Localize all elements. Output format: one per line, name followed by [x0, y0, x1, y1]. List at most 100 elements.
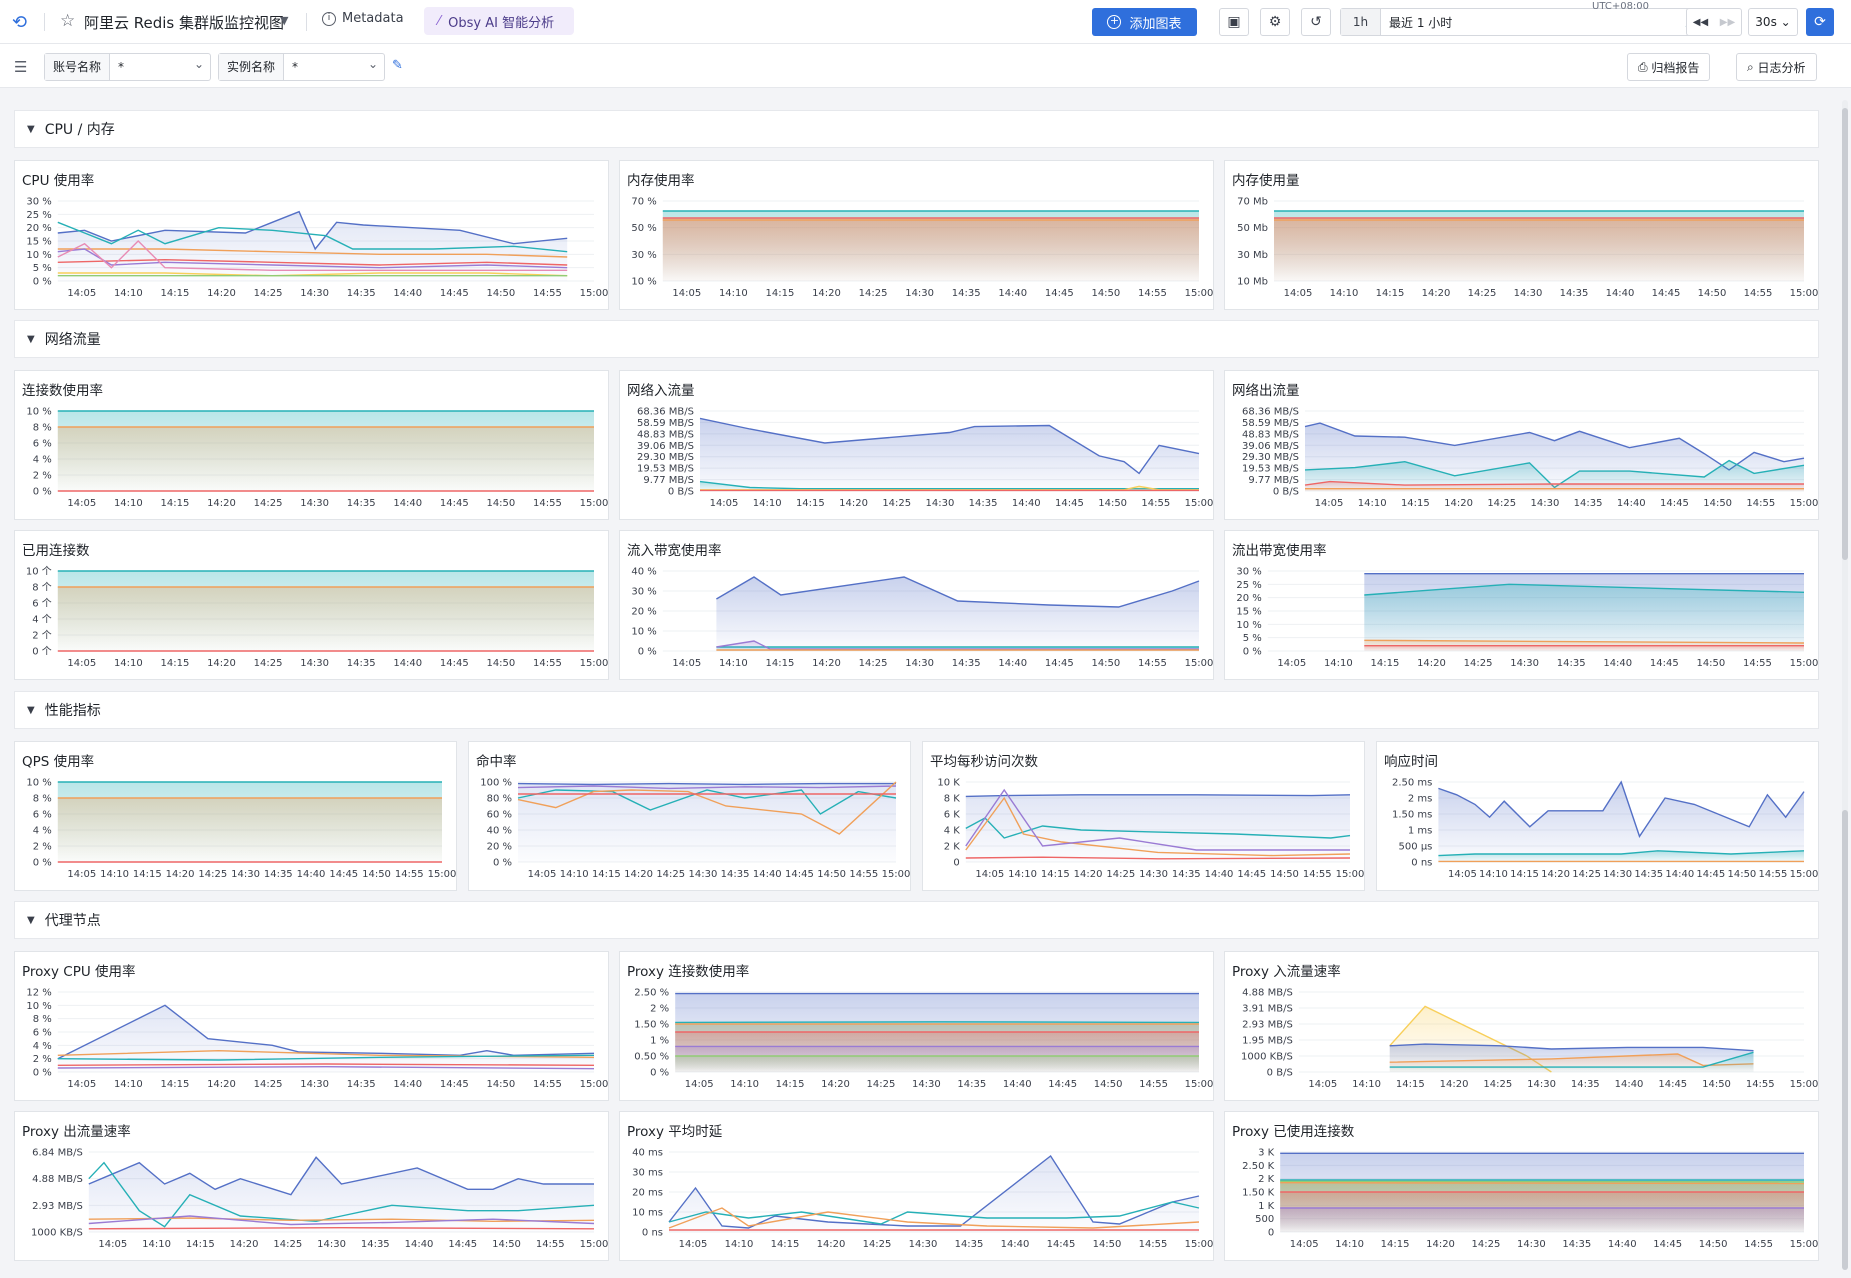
- scrollbar-track[interactable]: [1842, 100, 1848, 1270]
- x-tick-label: 14:05: [672, 288, 701, 299]
- x-tick-label: 14:55: [536, 1239, 565, 1250]
- y-tick-label: 68.36 MB/S: [637, 407, 694, 418]
- series-line: [57, 210, 568, 251]
- time-range-picker[interactable]: 1h 最近 1 小时 📌: [1340, 8, 1710, 36]
- x-tick-label: 14:15: [186, 1239, 215, 1250]
- panel-title: Proxy CPU 使用率: [22, 964, 136, 980]
- x-tick-label: 14:05: [1277, 658, 1306, 669]
- series-line: [88, 1156, 594, 1196]
- panel-proxy-latency[interactable]: Proxy 平均时延 40 ms 30 ms 20 ms 10 ms 0 ns 14:05 1…: [619, 1111, 1214, 1261]
- series-area: [88, 1157, 595, 1232]
- instance-name-select[interactable]: *: [284, 51, 384, 80]
- panel-memory-usage[interactable]: 内存使用量 70 Mb 50 Mb 30 Mb 10 Mb 14:05 14:10 14:15…: [1224, 160, 1819, 310]
- panel-title: CPU 使用率: [22, 173, 95, 189]
- gear-icon[interactable]: ⚙: [1260, 8, 1290, 36]
- filter-icon[interactable]: ☰: [14, 58, 28, 76]
- panel-network-out[interactable]: 网络出流量 68.36 MB/S 58.59 MB/S 48.83 MB/S 39.06…: [1224, 370, 1819, 520]
- panel-memory-usage-rate[interactable]: 内存使用率 70 % 50 % 30 % 10 % 14:05 14:10 14:15 14:2…: [619, 160, 1214, 310]
- metadata-button[interactable]: i Metadata: [322, 11, 404, 26]
- edit-icon[interactable]: ✎: [392, 58, 403, 73]
- series-area: [1280, 1208, 1804, 1232]
- panel-connection-usage[interactable]: 连接数使用率 10 % 8 % 6 % 4 % 2 % 0 % 14:05 14:10 14:15…: [14, 370, 609, 520]
- x-tick-label: 14:10: [1324, 658, 1353, 669]
- y-tick-label: 20 ms: [632, 1188, 663, 1199]
- y-tick-label: 50 Mb: [1237, 223, 1268, 234]
- x-tick-label: 14:05: [1448, 869, 1477, 880]
- panel-outbound-bandwidth[interactable]: 流出带宽使用率 30 % 25 % 20 % 15 % 10 % 5 % 0 % 14:05 14…: [1224, 530, 1819, 680]
- instance-name-filter[interactable]: 实例名称 *: [218, 51, 386, 81]
- panel-hit-rate[interactable]: 命中率 100 % 80 % 60 % 40 % 20 % 0 % 14:05 14:10 14:…: [468, 741, 911, 891]
- monitor-icon[interactable]: ▣: [1219, 8, 1249, 36]
- chevron-down-icon[interactable]: ▼: [280, 14, 289, 27]
- account-name-filter[interactable]: 账号名称 *: [44, 51, 212, 81]
- refresh-interval-select[interactable]: 30s ⌄: [1748, 8, 1798, 36]
- ai-analysis-button[interactable]: ⁄ Obsy AI 智能分析: [424, 7, 574, 35]
- y-tick-label: 0 %: [650, 1068, 669, 1079]
- panel-cpu-usage[interactable]: CPU 使用率 30 % 25 % 20 % 15 % 10 % 5 % 0 % 14:05 14…: [14, 160, 609, 310]
- x-tick-label: 14:05: [1284, 288, 1313, 299]
- panel-proxy-cpu[interactable]: Proxy CPU 使用率 12 % 10 % 8 % 6 % 4 % 2 % 0 % 14:0…: [14, 951, 609, 1101]
- y-tick-label: 10 Mb: [1237, 277, 1268, 288]
- x-tick-label: 14:25: [1572, 869, 1601, 880]
- x-tick-label: 14:55: [533, 658, 562, 669]
- panel-proxy-inbound-rate[interactable]: Proxy 入流量速率 4.88 MB/S 3.91 MB/S 2.93 MB/S 1.…: [1224, 951, 1819, 1101]
- panel-proxy-outbound-rate[interactable]: Proxy 出流量速率 6.84 MB/S 4.88 MB/S 2.93 MB/S 10…: [14, 1111, 609, 1261]
- panel-inbound-bandwidth[interactable]: 流入带宽使用率 40 % 30 % 20 % 10 % 0 % 14:05 14:10 14:1…: [619, 530, 1214, 680]
- x-tick-label: 14:15: [592, 869, 621, 880]
- archive-report-button[interactable]: ⎙ 归档报告: [1627, 53, 1711, 81]
- y-tick-label: 10 %: [26, 407, 51, 418]
- y-tick-label: 2.50 ms: [1392, 778, 1432, 789]
- x-tick-label: 14:10: [114, 288, 143, 299]
- y-tick-label: 10 %: [631, 627, 656, 638]
- x-tick-label: 14:20: [1444, 498, 1473, 509]
- x-tick-label: 14:15: [776, 1079, 805, 1090]
- panel-network-in[interactable]: 网络入流量 68.36 MB/S 58.59 MB/S 48.83 MB/S 39.06…: [619, 370, 1214, 520]
- log-analysis-button[interactable]: ⌕ 日志分析: [1736, 53, 1817, 81]
- y-tick-label: 500: [1255, 1214, 1274, 1225]
- x-tick-label: 14:55: [849, 869, 878, 880]
- star-icon[interactable]: ☆: [60, 11, 76, 31]
- panel-qps-usage[interactable]: QPS 使用率 10 % 8 % 6 % 4 % 2 % 0 % 14:05 14:10 14:1…: [14, 741, 457, 891]
- y-tick-label: 100 %: [480, 778, 512, 789]
- chevron-down-icon: ▼: [27, 123, 35, 135]
- y-tick-label: 2 ms: [1408, 794, 1433, 805]
- back-icon[interactable]: ⟲: [12, 11, 28, 33]
- section-performance[interactable]: ▼ 性能指标: [14, 691, 1819, 729]
- y-tick-label: 0 B/S: [668, 487, 694, 498]
- y-tick-label: 6 %: [33, 439, 52, 450]
- series-line: [57, 1054, 595, 1061]
- y-tick-label: 4.88 MB/S: [32, 1174, 83, 1185]
- y-tick-label: 6 K: [944, 810, 961, 821]
- scrollbar-thumb[interactable]: [1842, 810, 1848, 1270]
- chart-svg: 30 % 25 % 20 % 15 % 10 % 5 % 0 % 14:05 14:10 14:1…: [26, 197, 608, 300]
- x-tick-label: 14:45: [440, 498, 469, 509]
- refresh-icon[interactable]: ⟳: [1806, 8, 1834, 36]
- forward-icon[interactable]: ▶▶: [1719, 16, 1736, 28]
- history-icon[interactable]: ↺: [1301, 8, 1331, 36]
- series-line: [88, 1161, 595, 1228]
- account-name-select[interactable]: *: [110, 51, 210, 80]
- series-line: [517, 785, 897, 790]
- x-tick-label: 14:15: [1401, 498, 1430, 509]
- add-chart-button[interactable]: + 添加图表: [1092, 8, 1197, 36]
- y-tick-label: 9.77 MB/S: [643, 475, 694, 486]
- series-line: [1304, 480, 1804, 486]
- rewind-icon[interactable]: ◀◀: [1692, 16, 1709, 28]
- panel-proxy-connection-usage[interactable]: Proxy 连接数使用率 2.50 % 2 % 1.50 % 1 % 0.50 % 0 % 1…: [619, 951, 1214, 1101]
- y-tick-label: 48.83 MB/S: [1242, 429, 1299, 440]
- y-tick-label: 19.53 MB/S: [1242, 464, 1299, 475]
- section-proxy[interactable]: ▼ 代理节点: [14, 901, 1819, 939]
- x-tick-label: 14:15: [161, 1079, 190, 1090]
- section-cpu-memory[interactable]: ▼ CPU / 内存: [14, 110, 1819, 148]
- x-tick-label: 15:00: [1790, 658, 1818, 669]
- scrollbar-thumb[interactable]: [1842, 108, 1848, 560]
- panel-proxy-used-connections[interactable]: Proxy 已使用连接数 3 K 2.50 K 2 K 1.50 K 1 K 500 0 14:…: [1224, 1111, 1819, 1261]
- y-tick-label: 19.53 MB/S: [637, 464, 694, 475]
- panel-response-time[interactable]: 响应时间 2.50 ms 2 ms 1.50 ms 1 ms 500 μs 0 ns 14:0…: [1376, 741, 1819, 891]
- y-tick-label: 4 个: [32, 614, 52, 626]
- series-line: [668, 1201, 1200, 1225]
- x-tick-label: 14:45: [1055, 498, 1084, 509]
- panel-avg-qps[interactable]: 平均每秒访问次数 10 K 8 K 6 K 4 K 2 K 0 14:05 14:10 14:15…: [922, 741, 1365, 891]
- section-network[interactable]: ▼ 网络流量: [14, 320, 1819, 358]
